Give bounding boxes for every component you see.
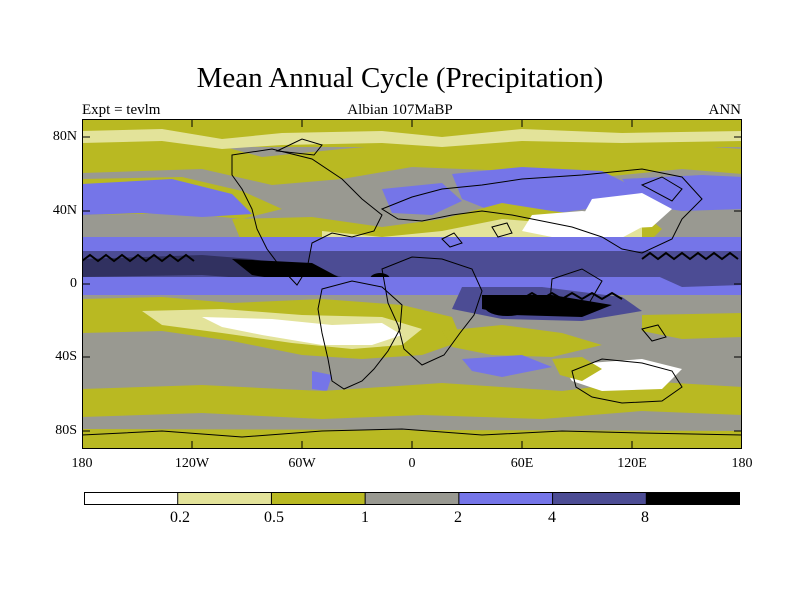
precipitation-map	[82, 119, 742, 449]
lon-label-0: 0	[408, 456, 416, 471]
lon-label-180w: 180	[71, 456, 93, 471]
lon-label-60e: 60E	[510, 456, 534, 471]
colorbar-label-1: 1	[361, 509, 369, 526]
lon-label-60w: 60W	[288, 456, 316, 471]
colorbar-label-0-5: 0.5	[264, 509, 284, 526]
lat-label-40n: 40N	[52, 203, 77, 218]
lat-label-0: 0	[70, 276, 77, 291]
colorbar-swatch	[552, 492, 647, 505]
colorbar-label-4: 4	[548, 509, 556, 526]
colorbar-label-8: 8	[641, 509, 649, 526]
colorbar-swatch	[271, 492, 366, 505]
colorbar-swatch	[84, 492, 179, 505]
colorbar-swatch	[458, 492, 554, 505]
colorbar	[84, 492, 740, 505]
colorbar-label-0-2: 0.2	[170, 509, 190, 526]
lon-label-120e: 120E	[617, 456, 647, 471]
period-label: Albian 107MaBP	[347, 102, 453, 118]
colorbar-label-2: 2	[454, 509, 462, 526]
experiment-label: Expt = tevlm	[82, 102, 161, 118]
colorbar-swatch	[177, 492, 272, 505]
chart-title: Mean Annual Cycle (Precipitation)	[196, 62, 604, 94]
colorbar-swatch	[646, 492, 740, 505]
season-label: ANN	[708, 102, 742, 118]
lat-label-80s: 80S	[55, 423, 77, 438]
lat-label-40s: 40S	[55, 349, 77, 364]
lon-label-180e: 180	[731, 456, 753, 471]
lat-label-80n: 80N	[52, 129, 77, 144]
colorbar-swatch	[365, 492, 460, 505]
lon-label-120w: 120W	[174, 456, 210, 471]
